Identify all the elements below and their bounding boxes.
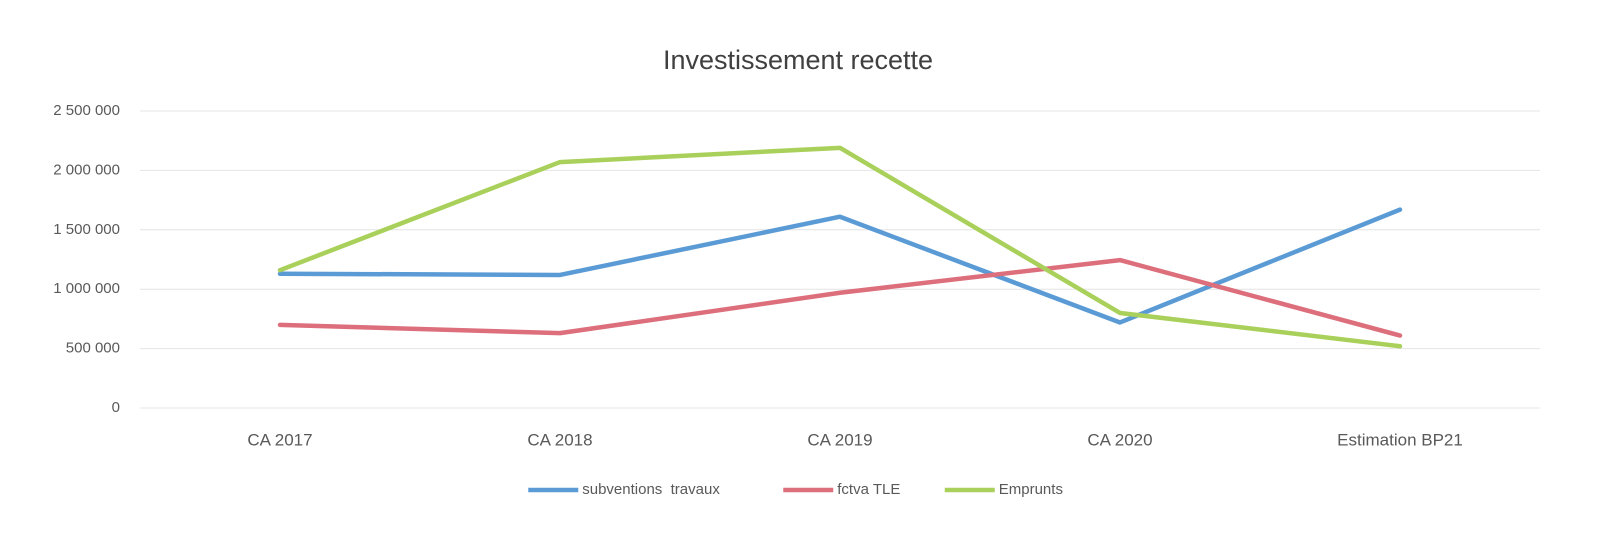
x-tick-label: CA 2020 <box>1087 430 1152 449</box>
x-tick-label: Estimation BP21 <box>1337 430 1463 449</box>
line-series <box>277 257 1403 338</box>
legend-label: fctva TLE <box>837 481 900 498</box>
y-tick-label: 500 000 <box>66 340 120 357</box>
legend-label: subventions travaux <box>582 481 720 498</box>
y-tick-label: 1 500 000 <box>53 221 120 238</box>
chart-title: Investissement recette <box>663 45 933 75</box>
line-series <box>277 145 1403 349</box>
y-tick-label: 1 000 000 <box>53 280 120 297</box>
legend-label: Emprunts <box>999 481 1063 498</box>
x-tick-label: CA 2017 <box>247 430 312 449</box>
y-tick-label: 0 <box>112 399 120 416</box>
x-tick-label: CA 2018 <box>527 430 592 449</box>
x-tick-label: CA 2019 <box>807 430 872 449</box>
line-series <box>277 207 1403 325</box>
y-tick-label: 2 500 000 <box>53 102 120 119</box>
y-tick-label: 2 000 000 <box>53 161 120 178</box>
